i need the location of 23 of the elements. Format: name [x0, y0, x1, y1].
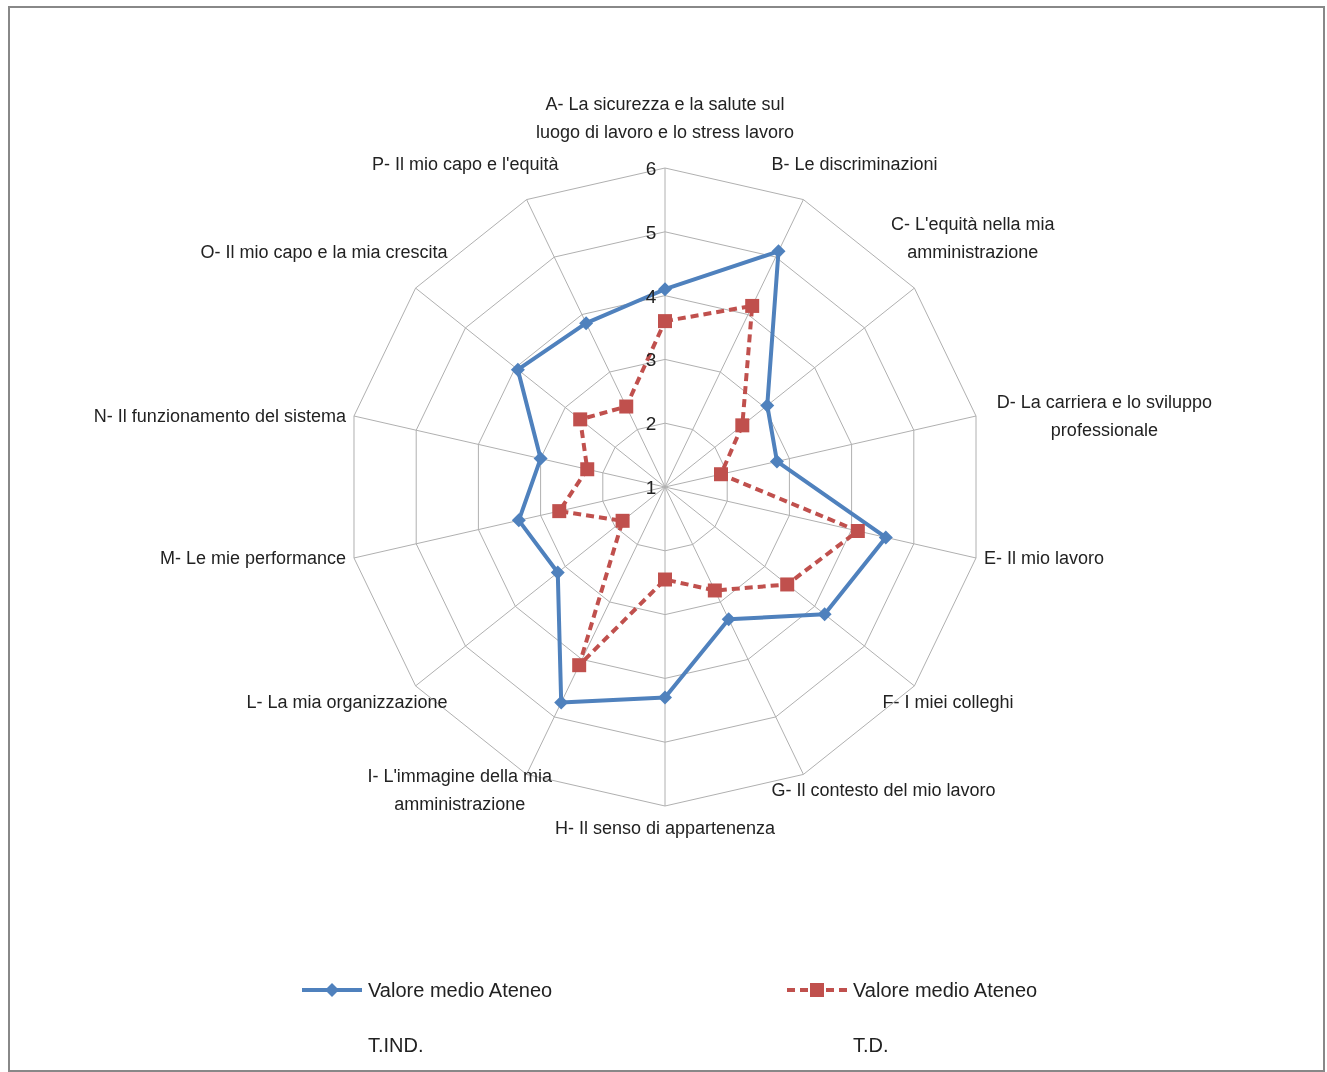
- spoke-label: P- Il mio capo e l'equità: [372, 153, 560, 174]
- spoke-label: L- La mia organizzazione: [246, 691, 448, 712]
- legend-label: Valore medio Ateneo: [368, 978, 553, 1002]
- spoke-label: O- Il mio capo e la mia crescita: [200, 242, 449, 263]
- text: T.D.: [853, 1034, 889, 1057]
- spoke-label: B- Le discriminazioni: [771, 153, 938, 174]
- spoke-label: D- La carriera e lo sviluppo professionale: [996, 392, 1212, 441]
- spoke-label: F- I miei colleghi: [882, 691, 1014, 712]
- y-tick-label: 5: [645, 221, 657, 243]
- spoke-label: M- Le mie performance: [159, 547, 346, 568]
- text: T.IND.: [368, 1034, 424, 1057]
- spoke-label: A- La sicurezza e la salute sul luogo di lavoro e lo stress lavoro: [535, 94, 795, 142]
- y-tick-label: 3: [645, 349, 657, 371]
- y-tick-label: 6: [645, 158, 657, 179]
- spoke-label: G- Il contesto del mio lavoro: [771, 780, 996, 801]
- spoke-label: C- L'equità nella mia amministrazione: [890, 214, 1056, 263]
- spoke-label: E- Il mio lavoro: [984, 547, 1105, 568]
- legend-label: Valore medio Ateneo: [853, 978, 1038, 1002]
- y-tick-label: 2: [645, 413, 657, 435]
- y-tick-label: 1: [645, 477, 657, 498]
- spoke-label: N- Il funzionamento del sistema: [93, 406, 347, 427]
- spoke-label: H- Il senso di appartenenza: [554, 818, 777, 838]
- spoke-label: I- L'immagine della mia amministrazione: [367, 766, 553, 815]
